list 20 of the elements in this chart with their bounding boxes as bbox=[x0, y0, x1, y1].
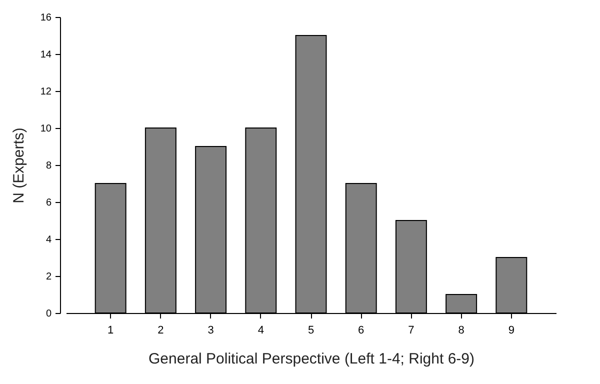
x-tick-label: 2 bbox=[158, 324, 164, 336]
y-tick-label: 16 bbox=[40, 12, 52, 24]
y-tick-label: 2 bbox=[46, 272, 52, 282]
y-tick-label: 10 bbox=[40, 124, 52, 134]
x-tick-label: 8 bbox=[458, 324, 464, 336]
y-tick-label: 6 bbox=[46, 198, 52, 208]
x-tick-label: 6 bbox=[358, 324, 364, 336]
y-tick-label: 4 bbox=[46, 234, 52, 246]
x-tick-label: 9 bbox=[508, 324, 514, 336]
x-tick-label: 3 bbox=[208, 324, 214, 336]
x-tick-label: 1 bbox=[108, 324, 114, 336]
x-tick-label: 4 bbox=[258, 324, 264, 336]
x-tick-label: 7 bbox=[408, 324, 414, 336]
y-tick-label: 0 bbox=[46, 308, 52, 320]
y-tick-label: 12 bbox=[40, 86, 52, 98]
x-tick-label: 5 bbox=[308, 324, 314, 336]
x-axis-title: General Political Perspective (Left 1-4; Right 6-9) bbox=[148, 350, 474, 368]
y-tick-label: 8 bbox=[46, 160, 52, 172]
y-tick-label: 14 bbox=[40, 50, 52, 60]
y-axis-title: N (Experts) bbox=[10, 128, 28, 204]
